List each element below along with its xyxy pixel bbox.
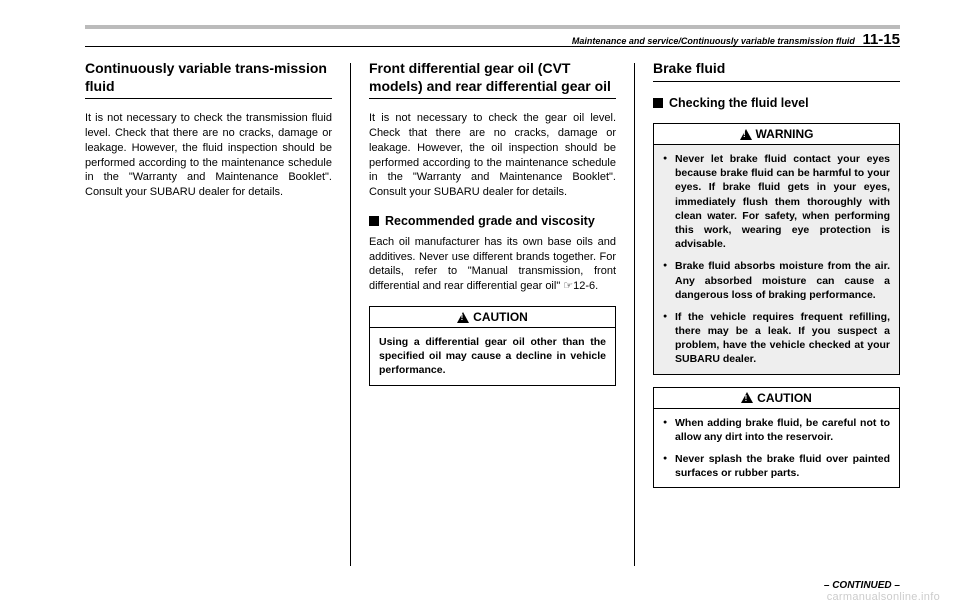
col1-body: It is not necessary to check the transmi…: [85, 111, 332, 200]
column-3: Brake fluid Checking the fluid level WAR…: [653, 60, 900, 571]
caution-label-2: CAUTION: [757, 391, 812, 405]
caution-item: Never splash the brake fluid over painte…: [663, 452, 890, 480]
bullet-box-icon: [369, 216, 379, 226]
col3-subheading: Checking the fluid level: [653, 96, 900, 112]
content-region: Continuously variable trans-mission flui…: [85, 60, 900, 571]
column-1: Continuously variable trans-mission flui…: [85, 60, 332, 571]
caution-label: CAUTION: [473, 310, 528, 324]
column-divider-2: [634, 63, 635, 566]
warning-box: WARNING Never let brake fluid contact yo…: [653, 123, 900, 374]
warning-triangle-icon: [740, 129, 752, 140]
column-2: Front differential gear oil (CVT models)…: [369, 60, 616, 571]
caution-item: When adding brake fluid, be careful not …: [663, 416, 890, 444]
header-breadcrumb-wrap: Maintenance and service/Continuously var…: [572, 31, 900, 48]
col2-subheading: Recommended grade and viscosity: [369, 214, 616, 230]
column-divider-1: [350, 63, 351, 566]
page-header-rule: Maintenance and service/Continuously var…: [85, 25, 900, 47]
header-breadcrumb: Maintenance and service/Continuously var…: [572, 36, 855, 46]
bullet-box-icon: [653, 98, 663, 108]
col2-title: Front differential gear oil (CVT models)…: [369, 60, 616, 99]
col2-body: It is not necessary to check the gear oi…: [369, 111, 616, 200]
col3-subheading-text: Checking the fluid level: [669, 96, 809, 112]
col3-title: Brake fluid: [653, 60, 900, 82]
caution-list: When adding brake fluid, be careful not …: [663, 416, 890, 481]
warning-header: WARNING: [654, 124, 899, 145]
caution-body-2: When adding brake fluid, be careful not …: [654, 409, 899, 488]
caution-body: Using a differential gear oil other than…: [370, 328, 615, 385]
watermark: carmanualsonline.info: [827, 591, 940, 603]
page-number: 11-15: [862, 31, 900, 48]
caution-header-2: CAUTION: [654, 388, 899, 409]
caution-triangle-icon: [457, 312, 469, 323]
warning-body: Never let brake fluid contact your eyes …: [654, 145, 899, 373]
warning-item: Brake fluid absorbs moisture from the ai…: [663, 259, 890, 302]
warning-item: Never let brake fluid contact your eyes …: [663, 152, 890, 251]
caution-box: CAUTION Using a differential gear oil ot…: [369, 306, 616, 386]
warning-label: WARNING: [756, 127, 814, 141]
continued-label: – CONTINUED –: [824, 580, 900, 591]
warning-item: If the vehicle requires frequent refilli…: [663, 310, 890, 367]
caution-header: CAUTION: [370, 307, 615, 328]
col2-sub-body: Each oil manufacturer has its own base o…: [369, 235, 616, 294]
warning-list: Never let brake fluid contact your eyes …: [663, 152, 890, 366]
caution-box-2: CAUTION When adding brake fluid, be care…: [653, 387, 900, 489]
col1-title: Continuously variable trans-mission flui…: [85, 60, 332, 99]
caution-triangle-icon: [741, 392, 753, 403]
col2-subheading-text: Recommended grade and viscosity: [385, 214, 595, 230]
